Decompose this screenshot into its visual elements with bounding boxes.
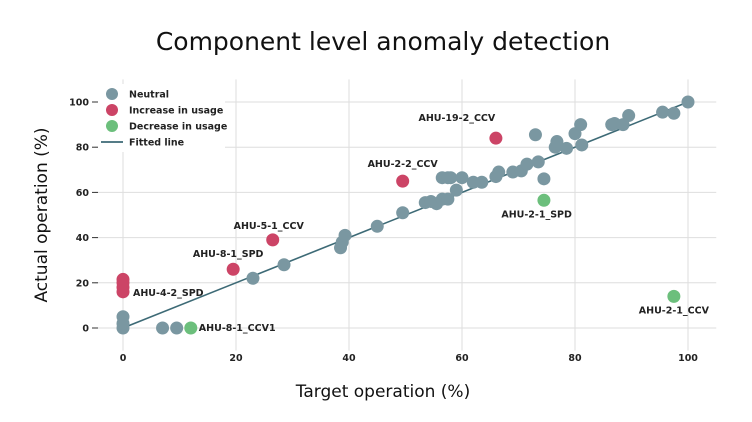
neutral-point-16 [441, 192, 455, 206]
legend-background [98, 84, 225, 152]
neutral-point-36 [574, 118, 588, 132]
x-axis-title: Target operation (%) [295, 382, 470, 402]
neutral-point-34 [560, 141, 574, 155]
neutral-point-3 [156, 321, 170, 335]
x-tick-label-80: 80 [568, 353, 582, 364]
annotation-label-1: AHU-2-2_CCV [368, 159, 439, 170]
x-tick-label-20: 20 [229, 353, 243, 364]
decrease-point-2 [667, 289, 681, 303]
legend-label-fitted: Fitted line [129, 138, 184, 149]
decrease-point-0 [184, 321, 198, 335]
annotation-label-0: AHU-19-2_CCV [418, 113, 495, 124]
x-tick-label-40: 40 [342, 353, 356, 364]
y-tick-label-20: 20 [76, 278, 90, 289]
legend-swatch-decrease [106, 120, 118, 132]
neutral-point-21 [455, 171, 469, 185]
y-tick-label-40: 40 [76, 233, 90, 244]
chart-title: Component level anomaly detection [156, 27, 610, 56]
neutral-point-11 [396, 206, 410, 220]
increase-point-6 [396, 174, 410, 188]
annotations: AHU-19-2_CCV AHU-2-2_CCV AHU-2-1_SPD AHU-5-… [133, 113, 710, 334]
neutral-point-4 [170, 321, 184, 335]
y-tick-label-100: 100 [69, 98, 89, 109]
tick-labels: 0 20 40 60 80 100 0 20 40 60 80 100 [69, 98, 698, 365]
neutral-point-44 [681, 95, 695, 109]
legend: Neutral Increase in usage Decrease in usag… [98, 84, 227, 152]
increase-point-3 [116, 272, 130, 286]
annotation-label-3: AHU-5-1_CCV [234, 221, 305, 232]
y-tick-label-0: 0 [82, 324, 89, 335]
annotation-label-6: AHU-8-1_CCV1 [199, 323, 276, 334]
legend-swatch-neutral [106, 88, 118, 100]
neutral-point-43 [667, 106, 681, 120]
neutral-point-6 [277, 258, 291, 272]
neutral-point-31 [537, 172, 551, 186]
data-points [116, 95, 695, 335]
neutral-point-5 [246, 271, 260, 285]
y-tick-label-60: 60 [76, 188, 90, 199]
annotation-label-4: AHU-8-1_SPD [193, 249, 264, 260]
x-tick-label-0: 0 [120, 353, 127, 364]
legend-label-neutral: Neutral [129, 90, 169, 101]
x-tick-label-60: 60 [455, 353, 469, 364]
neutral-point-20 [449, 183, 463, 197]
annotation-label-2: AHU-2-1_SPD [501, 209, 572, 220]
neutral-point-29 [531, 155, 545, 169]
neutral-point-19 [444, 171, 458, 185]
neutral-point-30 [528, 128, 542, 142]
neutral-point-42 [656, 105, 670, 119]
increase-point-7 [489, 131, 503, 145]
x-tick-label-100: 100 [678, 353, 698, 364]
y-tick-label-80: 80 [76, 143, 90, 154]
annotation-label-5: AHU-4-2_SPD [133, 288, 204, 299]
neutral-point-9 [338, 228, 352, 242]
annotation-label-7: AHU-2-1_CCV [639, 305, 710, 316]
neutral-point-2 [116, 310, 130, 324]
neutral-point-41 [622, 109, 636, 123]
neutral-point-10 [370, 219, 384, 233]
increase-point-5 [266, 233, 280, 247]
neutral-point-23 [475, 175, 489, 189]
legend-label-increase: Increase in usage [129, 106, 223, 117]
neutral-point-33 [550, 135, 564, 149]
legend-swatch-increase [106, 104, 118, 116]
y-axis-title: Actual operation (%) [32, 127, 52, 302]
neutral-point-25 [492, 165, 506, 179]
increase-point-4 [226, 262, 240, 276]
decrease-point-1 [537, 193, 551, 207]
neutral-point-28 [520, 157, 534, 171]
legend-label-decrease: Decrease in usage [129, 122, 227, 133]
neutral-point-37 [575, 138, 589, 152]
